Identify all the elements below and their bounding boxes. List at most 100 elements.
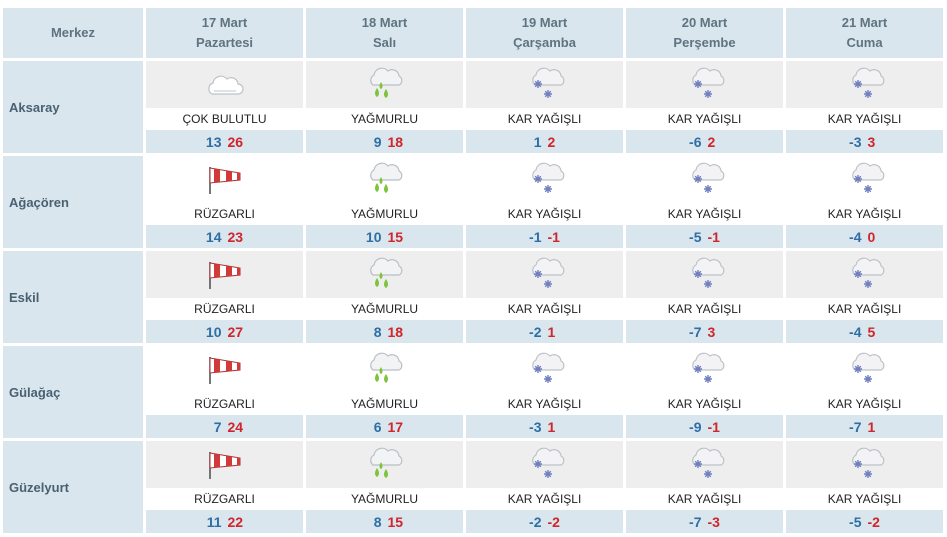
forecast-cell: KAR YAĞIŞLI -2 1 <box>466 251 623 343</box>
snow-icon <box>786 346 943 393</box>
min-temp: 8 <box>373 323 382 340</box>
condition-label: YAĞMURLU <box>306 488 463 510</box>
forecast-cell: RÜZGARLI 11 22 <box>146 441 303 533</box>
condition-label: KAR YAĞIŞLI <box>466 298 623 320</box>
condition-label: YAĞMURLU <box>306 203 463 225</box>
max-temp: 5 <box>867 323 876 340</box>
region-label: Merkez <box>50 25 96 40</box>
day-header: 19 Mart Çarşamba <box>466 8 623 58</box>
min-temp: -2 <box>529 323 542 340</box>
temperature-range: -1 -1 <box>466 225 623 248</box>
snow-icon <box>786 61 943 108</box>
condition-label: KAR YAĞIŞLI <box>786 488 943 510</box>
condition-label: KAR YAĞIŞLI <box>466 203 623 225</box>
min-temp: 8 <box>373 513 382 530</box>
temperature-range: -7 -3 <box>626 510 783 533</box>
forecast-cell: KAR YAĞIŞLI -9 -1 <box>626 346 783 438</box>
temperature-range: -4 5 <box>786 320 943 343</box>
max-temp: 17 <box>387 418 404 435</box>
min-temp: -9 <box>689 418 702 435</box>
snow-icon <box>466 441 623 488</box>
temperature-range: -6 2 <box>626 130 783 153</box>
snow-icon <box>626 61 783 108</box>
city-name: Aksaray <box>3 61 143 153</box>
min-temp: -1 <box>529 228 542 245</box>
condition-label: YAĞMURLU <box>306 393 463 415</box>
city-name: Eskil <box>3 251 143 343</box>
min-temp: 6 <box>373 418 382 435</box>
forecast-cell: YAĞMURLU 6 17 <box>306 346 463 438</box>
temperature-range: -2 -2 <box>466 510 623 533</box>
max-temp: 18 <box>387 323 404 340</box>
max-temp: 18 <box>387 133 404 150</box>
temperature-range: 14 23 <box>146 225 303 248</box>
max-temp: 1 <box>547 418 556 435</box>
snow-icon <box>466 61 623 108</box>
forecast-cell: KAR YAĞIŞLI -3 3 <box>786 61 943 153</box>
temperature-range: -7 3 <box>626 320 783 343</box>
condition-label: KAR YAĞIŞLI <box>626 393 783 415</box>
min-temp: -3 <box>849 133 862 150</box>
max-temp: -2 <box>547 513 560 530</box>
temperature-range: -3 1 <box>466 415 623 438</box>
day-weekday: Salı <box>372 35 397 50</box>
max-temp: 22 <box>227 513 244 530</box>
temperature-range: 9 18 <box>306 130 463 153</box>
temperature-range: -2 1 <box>466 320 623 343</box>
condition-label: ÇOK BULUTLU <box>146 108 303 130</box>
day-weekday: Çarşamba <box>513 35 576 50</box>
max-temp: 1 <box>867 418 876 435</box>
forecast-cell: KAR YAĞIŞLI -1 -1 <box>466 156 623 248</box>
day-weekday: Cuma <box>846 35 883 50</box>
day-header: 18 Mart Salı <box>306 8 463 58</box>
snow-icon <box>626 346 783 393</box>
forecast-cell: ÇOK BULUTLU 13 26 <box>146 61 303 153</box>
day-header: 21 Mart Cuma <box>786 8 943 58</box>
condition-label: YAĞMURLU <box>306 108 463 130</box>
day-header: 20 Mart Perşembe <box>626 8 783 58</box>
rain-icon <box>306 61 463 108</box>
temperature-range: 10 27 <box>146 320 303 343</box>
windsock-icon <box>146 346 303 393</box>
cloudy-icon <box>146 61 303 108</box>
min-temp: -4 <box>849 228 862 245</box>
region-header: Merkez <box>3 8 143 58</box>
min-temp: 1 <box>533 133 542 150</box>
forecast-cell: KAR YAĞIŞLI -5 -1 <box>626 156 783 248</box>
max-temp: -1 <box>707 418 720 435</box>
max-temp: 0 <box>867 228 876 245</box>
temperature-range: 6 17 <box>306 415 463 438</box>
min-temp: -5 <box>689 228 702 245</box>
day-date: 18 Mart <box>361 15 408 30</box>
snow-icon <box>786 251 943 298</box>
max-temp: 27 <box>227 323 244 340</box>
temperature-range: -7 1 <box>786 415 943 438</box>
rain-icon <box>306 346 463 393</box>
forecast-cell: KAR YAĞIŞLI -7 1 <box>786 346 943 438</box>
condition-label: KAR YAĞIŞLI <box>786 298 943 320</box>
temperature-range: 11 22 <box>146 510 303 533</box>
max-temp: 23 <box>227 228 244 245</box>
forecast-cell: RÜZGARLI 14 23 <box>146 156 303 248</box>
max-temp: 1 <box>547 323 556 340</box>
min-temp: -7 <box>689 513 702 530</box>
city-name: Gülağaç <box>3 346 143 438</box>
max-temp: 24 <box>227 418 244 435</box>
forecast-cell: KAR YAĞIŞLI 1 2 <box>466 61 623 153</box>
forecast-cell: KAR YAĞIŞLI -5 -2 <box>786 441 943 533</box>
max-temp: 3 <box>867 133 876 150</box>
condition-label: RÜZGARLI <box>146 203 303 225</box>
max-temp: 2 <box>547 133 556 150</box>
day-weekday: Pazartesi <box>195 35 254 50</box>
condition-label: KAR YAĞIŞLI <box>626 108 783 130</box>
min-temp: 14 <box>205 228 222 245</box>
condition-label: KAR YAĞIŞLI <box>626 298 783 320</box>
min-temp: 10 <box>365 228 382 245</box>
forecast-cell: YAĞMURLU 10 15 <box>306 156 463 248</box>
temperature-range: -5 -1 <box>626 225 783 248</box>
max-temp: -3 <box>707 513 720 530</box>
forecast-cell: RÜZGARLI 10 27 <box>146 251 303 343</box>
snow-icon <box>626 441 783 488</box>
condition-label: KAR YAĞIŞLI <box>786 108 943 130</box>
condition-label: RÜZGARLI <box>146 393 303 415</box>
